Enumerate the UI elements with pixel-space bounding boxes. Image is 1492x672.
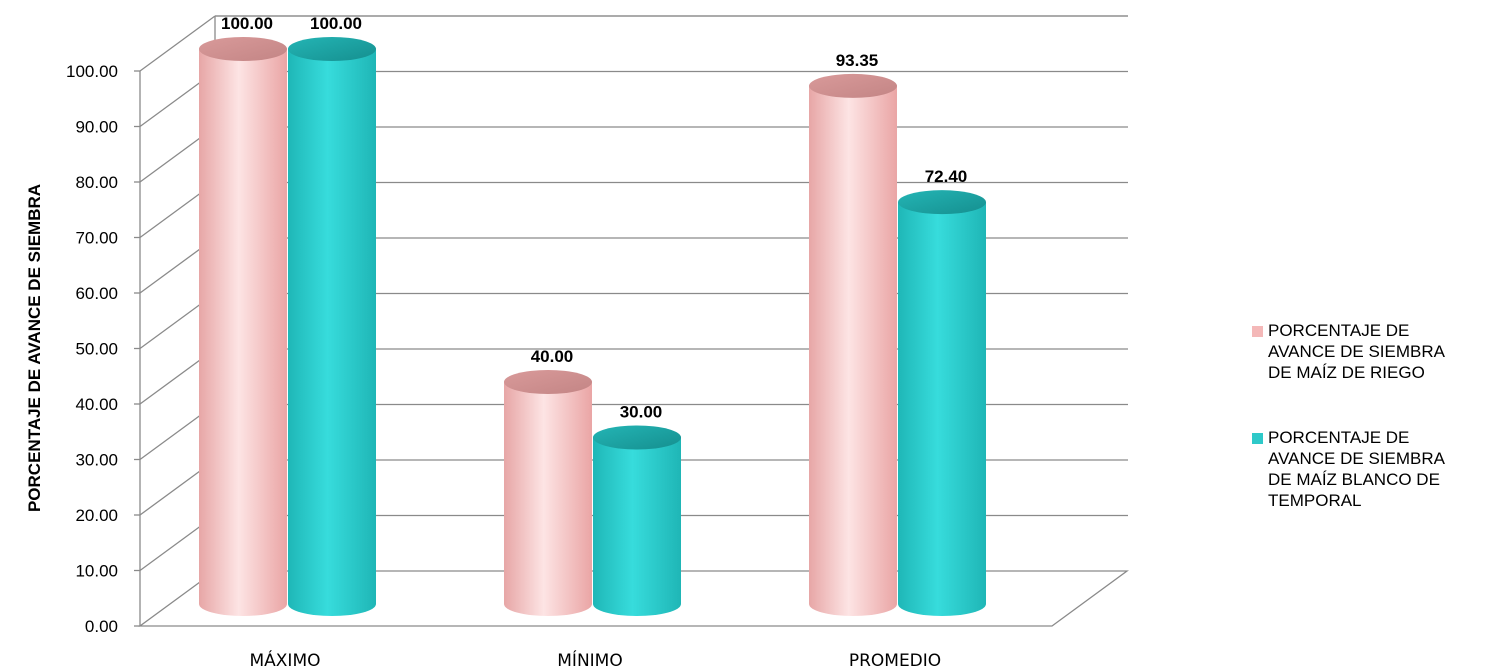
y-tick-label: 10.00	[75, 562, 118, 581]
x-tick-label: PROMEDIO	[849, 651, 941, 671]
legend: PORCENTAJE DE AVANCE DE SIEMBRA DE MAÍZ …	[1252, 320, 1488, 555]
y-tick-label: 80.00	[75, 173, 118, 192]
y-tick-label: 30.00	[75, 451, 118, 470]
label-layer: MÁXIMO MÍNIMO PROMEDIO 100.00 40.00 93.35 100.…	[221, 14, 967, 671]
bar-temporal-1	[593, 425, 681, 616]
y-tick-label: 60.00	[75, 284, 118, 303]
x-tick-label: MÁXIMO	[249, 649, 320, 671]
bar-temporal-0	[288, 37, 376, 616]
data-label: 30.00	[620, 403, 663, 422]
bar-riego-1	[504, 370, 592, 616]
cylinder-top	[898, 190, 986, 215]
cylinder-body	[288, 49, 376, 616]
bar-layer	[199, 37, 986, 617]
y-tick-label: 90.00	[75, 118, 118, 137]
y-tick-label: 40.00	[75, 395, 118, 414]
data-label: 100.00	[221, 14, 273, 33]
floor-outline	[138, 570, 1129, 627]
data-label: 93.35	[836, 51, 879, 70]
bar-temporal-2	[898, 190, 986, 616]
cylinder-body	[504, 382, 592, 616]
bar-riego-0	[199, 37, 287, 616]
x-tick-label: MÍNIMO	[557, 649, 622, 671]
bar-riego-2	[809, 73, 897, 617]
legend-label-temporal: PORCENTAJE DE AVANCE DE SIEMBRA DE MAÍZ …	[1268, 428, 1445, 510]
data-label: 40.00	[531, 347, 574, 366]
y-tick-label: 50.00	[75, 340, 118, 359]
y-tick-label: 100.00	[66, 62, 118, 81]
y-tick-label: 0.00	[85, 617, 118, 636]
y-tick-label: 20.00	[75, 506, 118, 525]
data-label: 72.40	[925, 167, 968, 186]
gridline-diagonal	[139, 15, 216, 72]
cylinder-body	[809, 85, 897, 617]
cylinder-top	[593, 425, 681, 450]
legend-swatch-temporal	[1252, 433, 1263, 444]
cylinder-body	[898, 202, 986, 616]
legend-item-temporal: PORCENTAJE DE AVANCE DE SIEMBRA DE MAÍZ …	[1252, 427, 1488, 511]
axis-layer: 0.00 10.00 20.00 30.00 40.00 50.00 60.00 70.00 8…	[66, 16, 216, 636]
y-axis-title: PORCENTAJE DE AVANCE DE SIEMBRA	[25, 184, 44, 512]
legend-item-riego: PORCENTAJE DE AVANCE DE SIEMBRA DE MAÍZ …	[1252, 320, 1488, 383]
cylinder-body	[199, 49, 287, 616]
cylinder-top	[809, 73, 897, 98]
y-tick-label: 70.00	[75, 229, 118, 248]
cylinder-top	[504, 370, 592, 394]
cylinder-top	[288, 37, 376, 61]
data-label: 100.00	[310, 14, 362, 33]
legend-swatch-riego	[1252, 326, 1263, 337]
cylinder-top	[199, 37, 287, 61]
cylinder-body	[593, 437, 681, 616]
legend-label-riego: PORCENTAJE DE AVANCE DE SIEMBRA DE MAÍZ …	[1268, 321, 1445, 382]
